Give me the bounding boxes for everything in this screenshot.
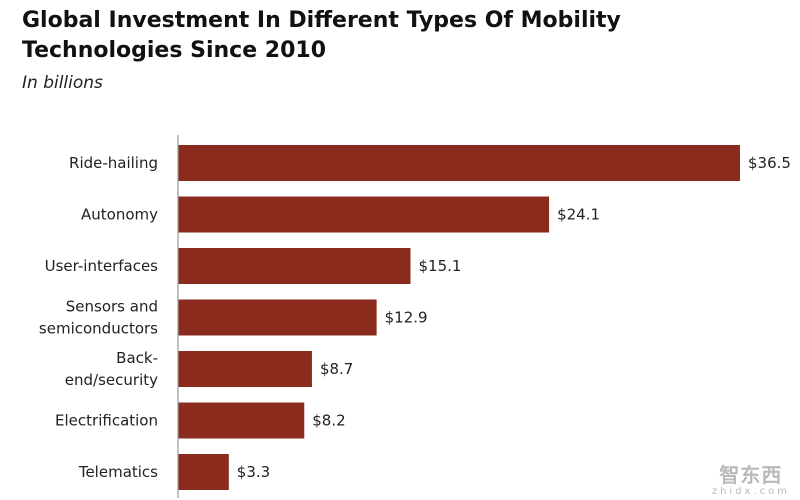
- bar: [178, 351, 312, 387]
- category-label-line: User-interfaces: [45, 257, 159, 275]
- bar: [178, 299, 377, 336]
- bar: [178, 145, 740, 181]
- category-label: Telematics: [78, 463, 158, 481]
- watermark-logo: 智东西 zhidx.com: [712, 464, 790, 498]
- value-label: $8.2: [312, 412, 345, 430]
- category-label: Ride-hailing: [69, 154, 158, 172]
- category-label: User-interfaces: [45, 257, 159, 275]
- bar: [178, 248, 411, 284]
- category-label-line: Telematics: [78, 463, 158, 481]
- category-label-line: Autonomy: [81, 206, 158, 224]
- category-label-line: Back-: [116, 349, 158, 367]
- value-label: $8.7: [320, 360, 353, 378]
- value-label: $12.9: [385, 309, 428, 327]
- category-label-line: Ride-hailing: [69, 154, 158, 172]
- category-label: Electrification: [55, 412, 158, 430]
- value-label: $15.1: [418, 257, 461, 275]
- chart-title: Global Investment In Different Types Of …: [22, 8, 621, 63]
- category-label-line: end/security: [65, 371, 158, 389]
- bar: [178, 196, 550, 233]
- category-label: Back-end/security: [65, 349, 158, 389]
- bar: [178, 454, 229, 490]
- watermark-sub: zhidx.com: [711, 486, 790, 497]
- value-label: $3.3: [237, 463, 270, 481]
- bar: [178, 402, 305, 439]
- category-label-line: Sensors and: [66, 298, 158, 316]
- category-label: Sensors and semiconductors: [39, 298, 158, 338]
- category-label: Autonomy: [81, 206, 158, 224]
- value-label: $36.5: [748, 154, 791, 172]
- category-label-line: Electrification: [55, 412, 158, 430]
- value-label: $24.1: [557, 206, 600, 224]
- watermark-main: 智东西: [719, 463, 783, 487]
- chart-subtitle: In billions: [22, 73, 103, 93]
- category-label-line: semiconductors: [39, 320, 158, 338]
